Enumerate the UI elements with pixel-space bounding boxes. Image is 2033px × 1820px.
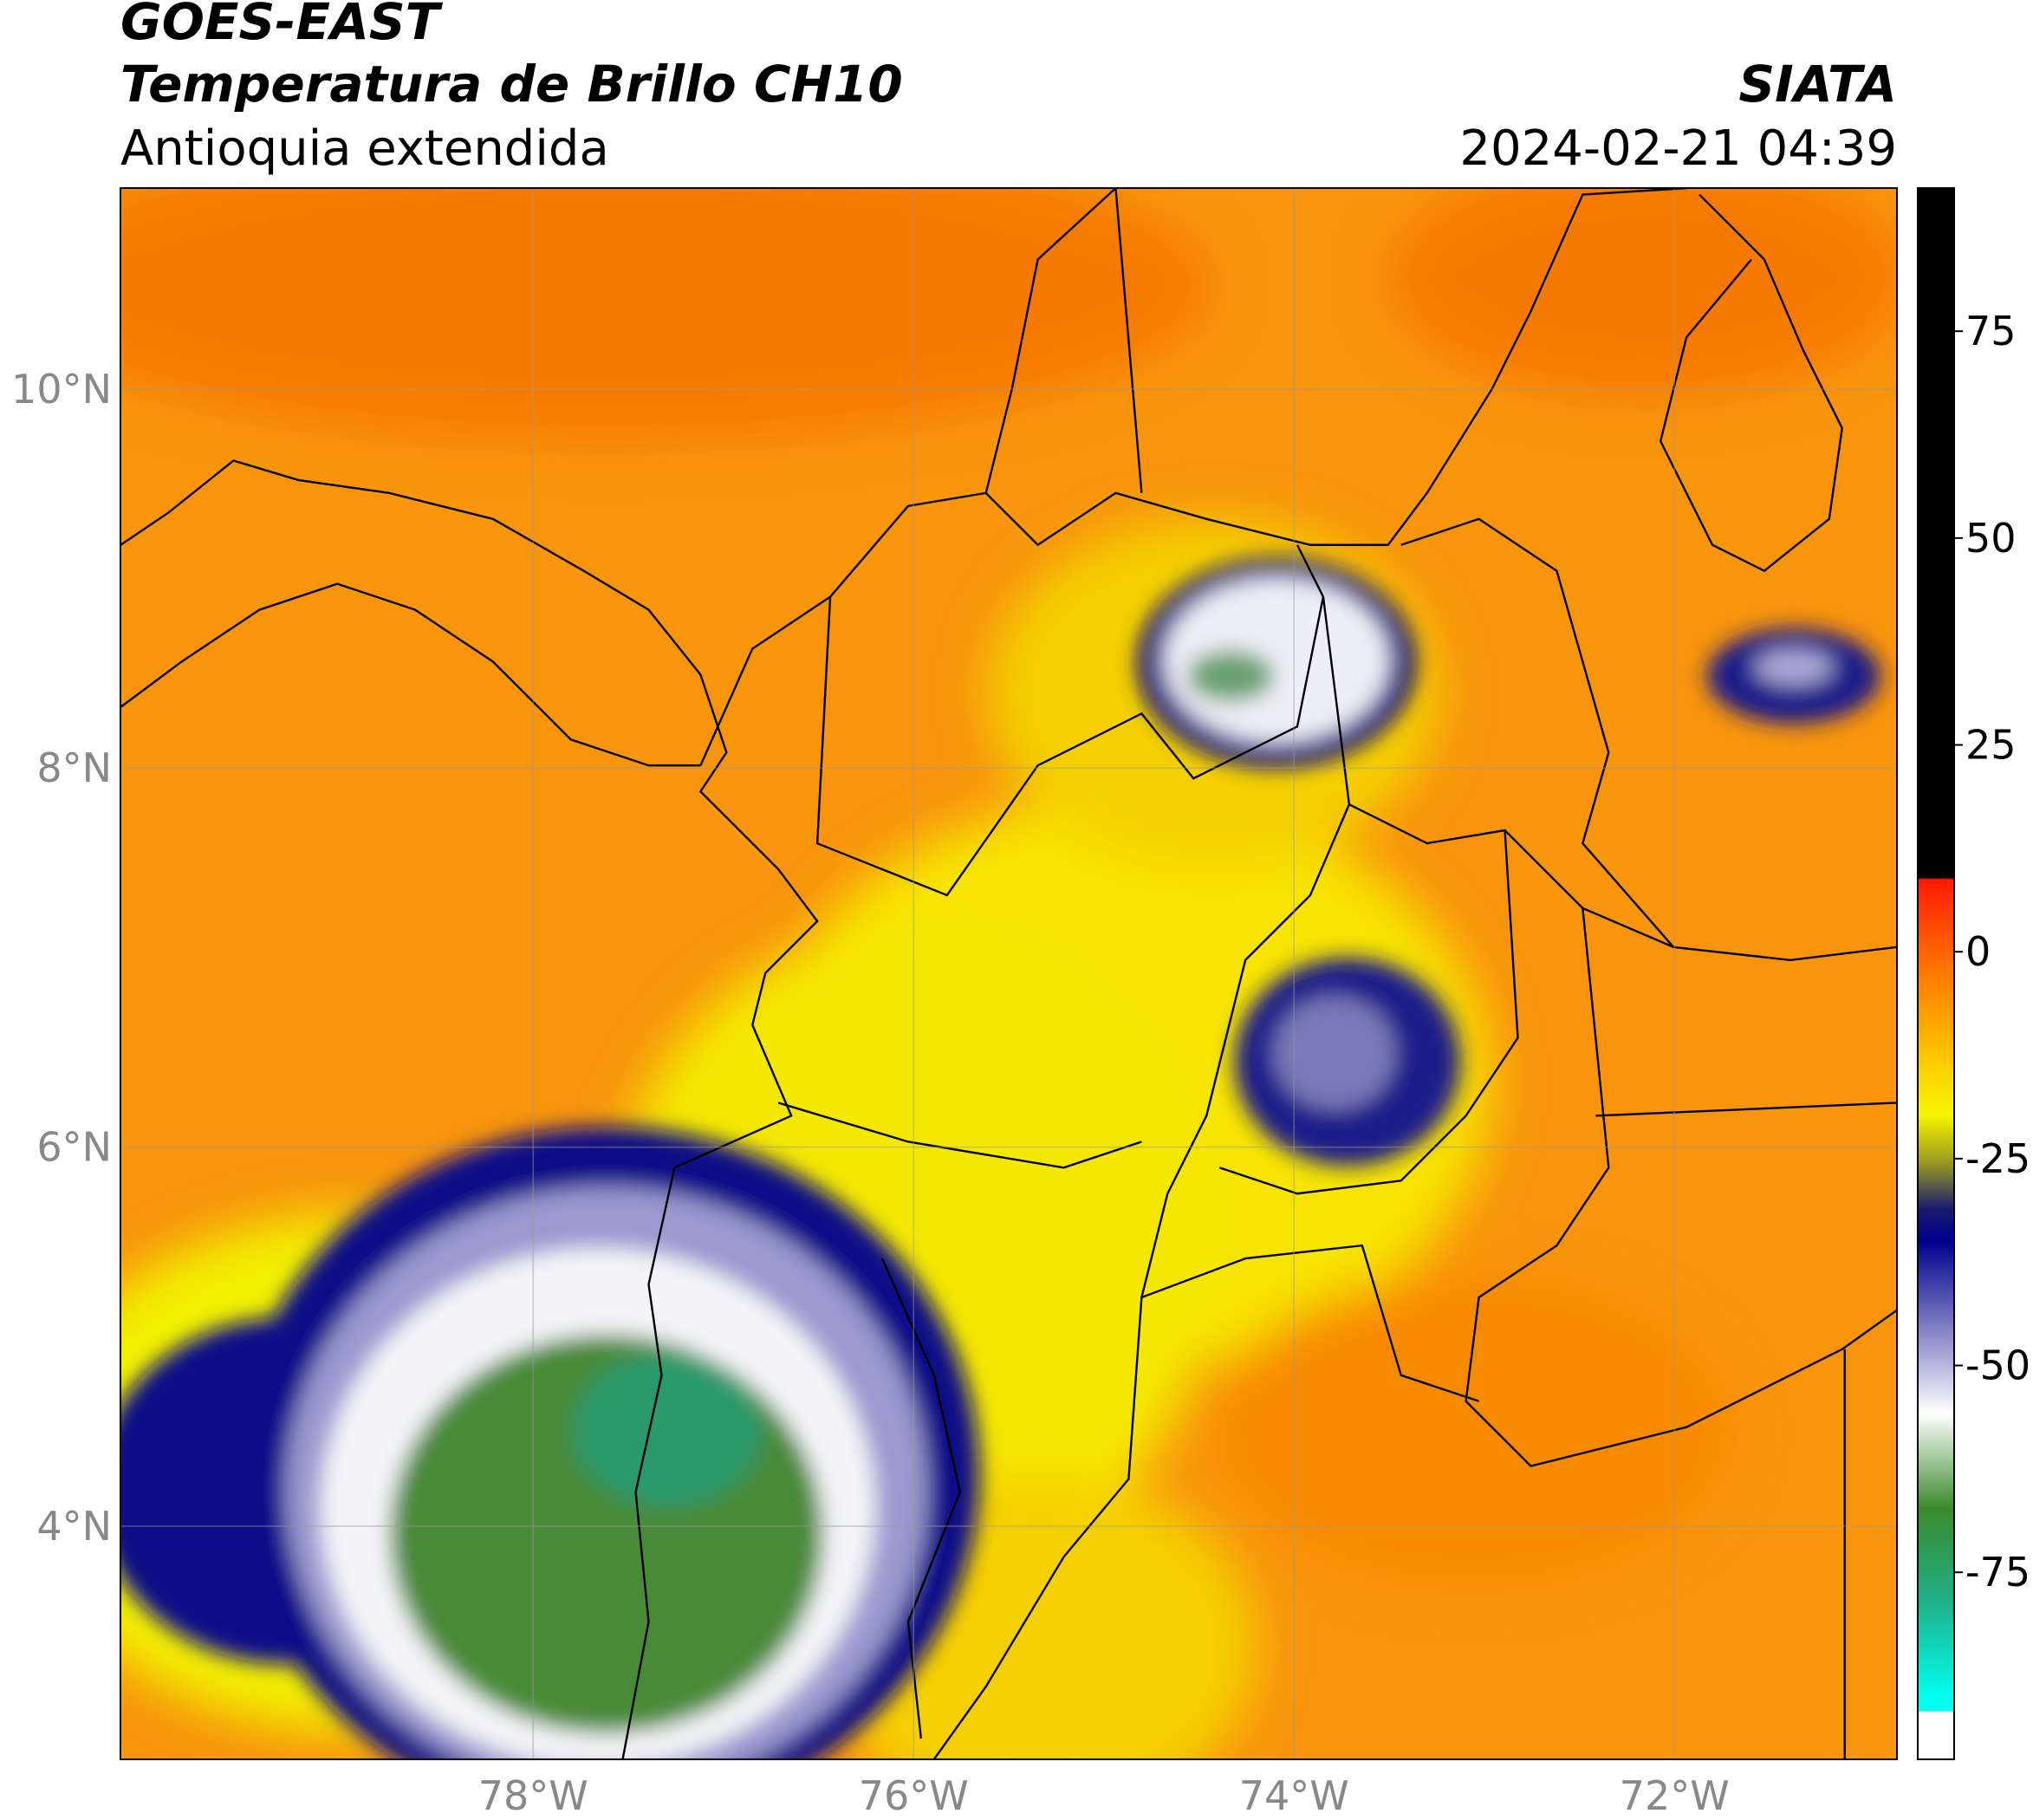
subtitle: Temperatura de Brillo CH10 [120,55,903,114]
y-tick-label: 4°N [36,1503,112,1550]
region: Antioquia extendida [120,120,609,177]
colorbar-tick-label: 25 [1965,722,2017,769]
map-field [120,188,1897,1759]
x-tick-label: 74°W [1239,1772,1349,1819]
grid [120,188,1897,1759]
colorbar-tick-label: 75 [1965,308,2017,354]
colorbar-tick-label: 50 [1965,515,2017,562]
y-tick-label: 6°N [36,1124,112,1171]
colorbar [1917,187,1955,1760]
source: SIATA [1738,55,1897,114]
colorbar-tick-label: 0 [1965,928,1991,975]
y-tick-label: 10°N [11,366,112,413]
map-frame [120,187,1898,1760]
x-tick-label: 78°W [478,1772,588,1819]
x-tick-label: 72°W [1620,1772,1730,1819]
colorbar-tick-label: -25 [1965,1135,2030,1182]
colorbar-tick-label: -75 [1965,1549,2030,1596]
datetime: 2024-02-21 04:39 [1459,120,1897,177]
x-tick-label: 76°W [859,1772,969,1819]
colorbar-tick-label: -50 [1965,1342,2030,1389]
title: GOES-EAST [120,0,444,51]
y-tick-label: 8°N [36,744,112,791]
